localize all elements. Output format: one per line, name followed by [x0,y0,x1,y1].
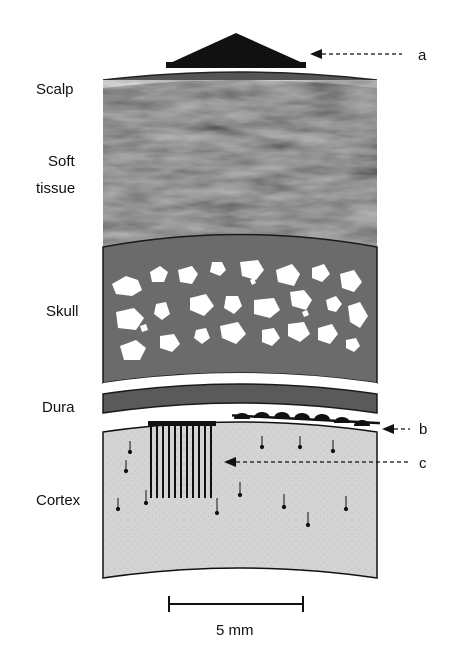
label-cortex: Cortex [36,492,81,509]
scale-bar: 5 mm [168,596,304,639]
scalp-electrode-base [166,62,306,68]
scalp-outline [102,71,378,81]
label-soft-tissue-line1: Soft [48,153,76,170]
scalp-electrode-a [168,33,305,64]
pointer-b: b [382,421,427,438]
label-scalp: Scalp [36,81,74,98]
penetrating-microelectrode-array-c [148,421,216,498]
skull-pores [112,260,368,360]
soft-tissue-layer [103,80,377,247]
label-dura: Dura [42,399,75,416]
cortical-neurons [115,436,349,528]
pointer-b-label: b [419,421,427,438]
cortex-layer [102,421,378,579]
label-soft-tissue-line2: tissue [36,180,75,197]
label-skull: Skull [46,303,79,320]
scale-bar-label: 5 mm [216,622,254,639]
pointer-c: c [224,455,427,472]
pointer-c-label: c [419,455,427,472]
pointer-a: a [310,47,427,64]
cortical-surface-electrodes-b [232,412,380,426]
dura-layer [102,383,378,414]
pointer-a-label: a [418,47,427,64]
